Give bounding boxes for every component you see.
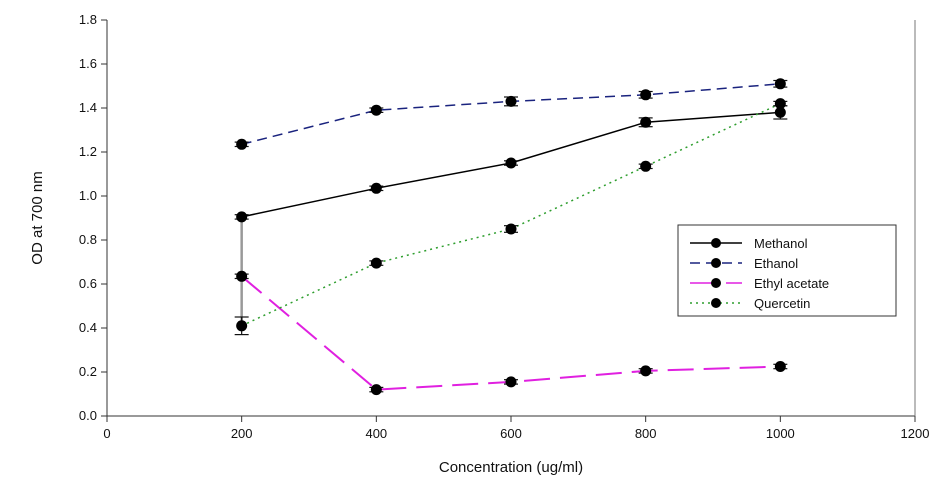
x-tick-label: 400 — [365, 426, 387, 441]
x-ticks: 0 200 400 600 800 1000 1200 — [103, 416, 929, 441]
x-tick-label: 600 — [500, 426, 522, 441]
x-axis-title: Concentration (ug/ml) — [439, 459, 583, 476]
x-tick-label: 800 — [635, 426, 657, 441]
data-point-2 — [370, 384, 382, 396]
data-point-0 — [774, 106, 786, 118]
y-tick-label: 0.0 — [79, 408, 97, 423]
plot-frame — [106, 20, 916, 417]
legend-label: Ethanol — [754, 256, 798, 271]
data-point-0 — [236, 211, 248, 223]
y-tick-label: 1.6 — [79, 56, 97, 71]
x-tick-label: 200 — [231, 426, 253, 441]
data-point-1 — [370, 104, 382, 116]
x-tick-label: 0 — [103, 426, 110, 441]
legend-swatch-marker — [711, 298, 721, 308]
y-tick-label: 1.2 — [79, 144, 97, 159]
legend-label: Ethyl acetate — [754, 276, 829, 291]
data-point-1 — [236, 138, 248, 150]
legend-label: Methanol — [754, 236, 808, 251]
data-point-2 — [236, 270, 248, 282]
data-point-3 — [236, 320, 248, 332]
y-tick-label: 0.8 — [79, 232, 97, 247]
data-point-0 — [505, 157, 517, 169]
x-tick-label: 1000 — [766, 426, 795, 441]
data-point-1 — [640, 89, 652, 101]
data-point-3 — [640, 160, 652, 172]
legend-label: Quercetin — [754, 296, 810, 311]
data-point-3 — [370, 257, 382, 269]
y-tick-label: 1.4 — [79, 100, 97, 115]
y-tick-label: 0.4 — [79, 320, 97, 335]
legend-swatch-marker — [711, 258, 721, 268]
data-point-1 — [505, 95, 517, 107]
legend: Methanol Ethanol Ethyl acetate Quercetin — [677, 224, 897, 317]
legend-swatch-marker — [711, 278, 721, 288]
y-ticks: 0.0 0.2 0.4 0.6 0.8 1.0 1.2 1.4 1.6 1.8 — [79, 12, 107, 423]
data-point-2 — [774, 361, 786, 372]
legend-swatch-marker — [711, 238, 721, 248]
y-tick-label: 1.0 — [79, 188, 97, 203]
data-point-3 — [774, 98, 786, 110]
data-point-1 — [774, 78, 786, 90]
series-line-1 — [241, 83, 781, 146]
x-tick-label: 1200 — [901, 426, 930, 441]
y-tick-label: 1.8 — [79, 12, 97, 27]
data-point-2 — [505, 376, 517, 388]
data-point-0 — [370, 182, 382, 194]
series-layer — [234, 78, 788, 396]
data-point-3 — [505, 223, 517, 235]
y-tick-label: 0.6 — [79, 276, 97, 291]
y-axis-title: OD at 700 nm — [29, 171, 46, 264]
y-tick-label: 0.2 — [79, 364, 97, 379]
data-point-2 — [640, 365, 652, 377]
data-point-0 — [640, 116, 652, 128]
